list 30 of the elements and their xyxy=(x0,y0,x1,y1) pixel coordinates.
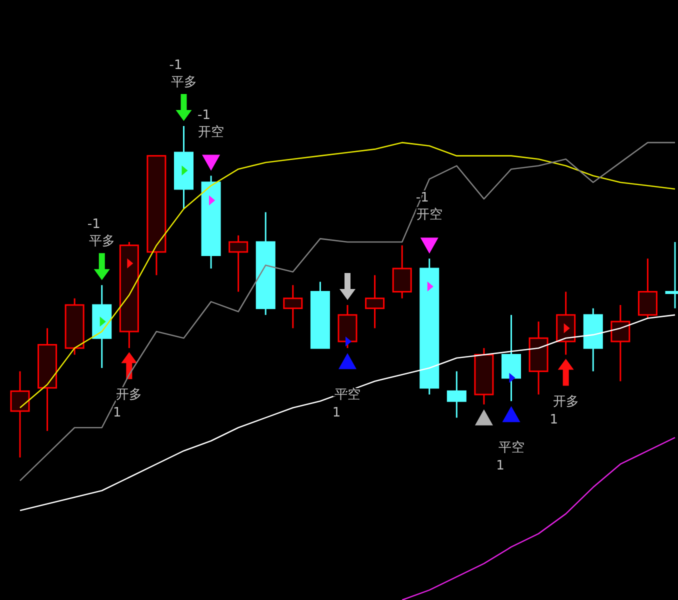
annotation: 开多 xyxy=(552,394,579,410)
candlestick xyxy=(10,370,30,458)
candlestick xyxy=(38,327,58,432)
candlestick xyxy=(256,211,276,316)
text: -1 xyxy=(198,108,211,123)
annotation: 1 xyxy=(113,406,122,421)
candlestick xyxy=(610,304,630,382)
annotation: -1 xyxy=(87,217,100,232)
text: 平多 xyxy=(170,75,197,90)
candlestick xyxy=(228,234,248,292)
annotation: 开空 xyxy=(416,208,442,223)
candlestick xyxy=(392,244,412,300)
candlestick xyxy=(420,258,440,396)
candlestick xyxy=(201,174,221,270)
annotation: 1 xyxy=(332,406,341,421)
candlestick xyxy=(92,284,112,369)
text: -1 xyxy=(169,58,182,74)
annotation: 平空 xyxy=(498,440,524,456)
candlestick xyxy=(174,125,194,210)
candlestick xyxy=(365,274,385,329)
annotation: 开空 xyxy=(198,124,224,140)
candlestick xyxy=(501,314,522,402)
text: 1 xyxy=(496,458,504,474)
candlestick xyxy=(528,320,548,396)
candlestick xyxy=(474,347,494,406)
candlestick xyxy=(556,290,576,356)
annotation: 平多 xyxy=(88,234,115,250)
candlestick xyxy=(283,284,303,329)
annotation: 1 xyxy=(550,412,558,428)
candlestick xyxy=(446,370,466,418)
